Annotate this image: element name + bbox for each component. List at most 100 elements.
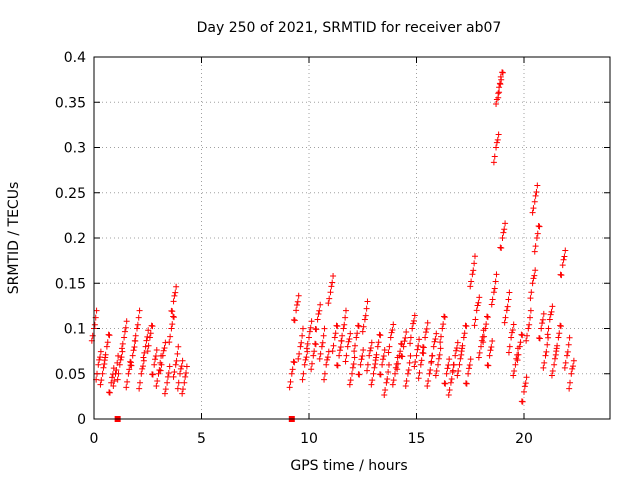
data-point [290,316,297,323]
data-point [293,301,300,308]
data-point [173,357,180,364]
data-point [153,347,160,354]
data-point [347,330,354,337]
data-point [344,343,351,350]
data-point [470,267,477,274]
data-point [529,209,536,216]
data-point [497,81,504,88]
data-point [148,322,155,329]
data-point [140,363,147,370]
data-point [527,314,534,321]
data-point [145,327,152,334]
grid [94,57,610,419]
data-point [531,248,538,255]
data-point [488,301,495,308]
data-point [343,352,350,359]
data-point [410,320,417,327]
data-point [570,357,577,364]
data-point [341,321,348,328]
y-tick-label: 0.05 [55,367,86,383]
data-point [162,386,169,393]
data-point [306,334,312,341]
data-point [301,361,308,368]
data-point [312,325,319,332]
data-point [467,283,474,290]
data-point [333,322,340,329]
data-point [547,311,554,318]
data-point [366,352,373,359]
data-point [531,198,538,205]
data-point [106,332,113,339]
data-point [347,377,354,384]
data-point [118,354,125,361]
data-point [521,383,528,390]
data-point [510,321,517,328]
data-point [495,94,502,101]
data-point [122,324,129,331]
data-point [394,366,401,373]
data-point [144,333,151,340]
data-point [417,361,424,368]
data-point [465,365,472,372]
data-point [312,340,319,347]
data-point [390,377,397,384]
data-point [170,314,177,321]
data-point [484,313,491,320]
data-point [363,305,370,312]
data-point [439,325,446,332]
data-point [562,359,569,366]
data-point [127,362,134,369]
data-point [400,343,407,350]
data-point [351,348,358,355]
data-point [506,289,513,296]
data-point [437,345,444,352]
data-point [392,364,399,371]
data-point [496,84,503,91]
data-point [505,349,512,356]
data-point [539,320,546,327]
data-point [535,223,542,230]
data-point [433,368,440,375]
data-point [525,325,532,332]
data-point [325,300,332,307]
data-point [172,361,179,368]
data-point [134,321,141,328]
data-point [180,386,187,393]
data-point [134,325,140,332]
data-point [359,328,366,335]
data-point [286,384,293,391]
data-point [499,69,506,76]
data-point [147,330,154,337]
data-point [97,354,104,361]
data-point [299,376,306,383]
x-axis: 0 5 10 15 20 [90,57,533,447]
data-point [450,367,457,374]
data-point [411,363,418,370]
data-point [290,358,297,365]
data-point [448,375,455,382]
data-point [310,352,317,359]
data-point [161,390,168,397]
plot-frame [93,56,611,420]
data-point [471,260,478,267]
data-point [456,361,463,368]
data-point [409,325,416,332]
data-point [318,343,325,350]
data-point [401,338,408,345]
data-point [555,334,562,341]
data-point [346,381,353,388]
data-point [500,229,507,236]
data-point [119,340,126,347]
data-point [339,332,346,339]
x-tick-label: 20 [515,431,533,447]
data-point [349,364,356,371]
data-point [499,235,506,241]
data-point [168,307,175,314]
data-point [132,332,139,339]
data-point [373,351,380,358]
data-point [566,385,573,392]
data-point [299,332,306,339]
data-point [561,253,568,260]
data-point [306,328,313,335]
data-point [561,364,568,371]
